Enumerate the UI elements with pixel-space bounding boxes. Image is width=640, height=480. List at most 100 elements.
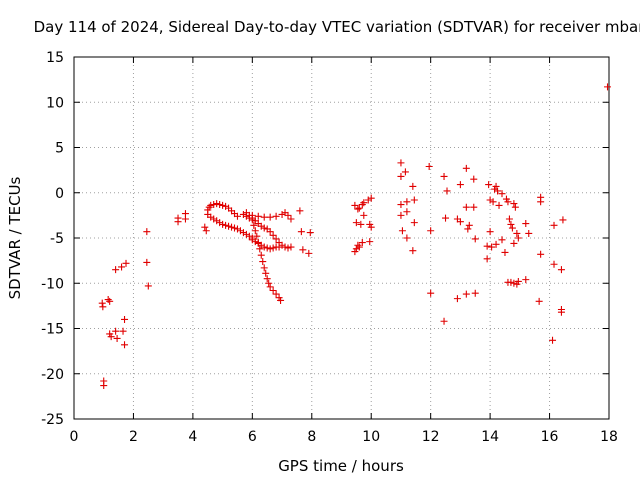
data-point — [260, 213, 268, 221]
data-point — [355, 204, 363, 212]
data-point — [557, 308, 565, 316]
x-axis-label: GPS time / hours — [278, 457, 404, 475]
data-point — [287, 243, 295, 251]
data-point — [498, 236, 506, 244]
data-point — [525, 229, 533, 237]
data-point — [357, 220, 365, 228]
data-point — [492, 240, 500, 248]
data-point — [427, 289, 435, 297]
data-point — [269, 231, 277, 239]
data-point — [118, 263, 126, 271]
data-point — [409, 182, 417, 190]
data-point — [440, 172, 448, 180]
data-point — [250, 221, 258, 229]
data-point — [297, 228, 305, 236]
data-point — [495, 201, 503, 209]
data-point — [260, 243, 268, 251]
data-point — [121, 315, 129, 323]
data-point — [410, 196, 418, 204]
data-point — [351, 201, 359, 209]
data-point — [296, 207, 304, 215]
data-point — [219, 220, 227, 228]
data-point — [397, 211, 405, 219]
x-tick-label: 6 — [248, 429, 257, 445]
data-point — [121, 341, 129, 349]
data-point — [256, 245, 264, 253]
y-tick-label: 5 — [55, 141, 64, 157]
data-point — [488, 243, 496, 251]
data-point — [104, 296, 112, 304]
y-tick-label: 0 — [55, 186, 64, 202]
data-point — [248, 211, 256, 219]
data-point — [259, 258, 267, 266]
data-point — [253, 232, 261, 240]
data-point — [397, 172, 405, 180]
data-point — [257, 251, 265, 259]
data-point — [462, 290, 470, 298]
data-point — [266, 283, 274, 291]
data-point — [112, 327, 120, 335]
data-point — [510, 239, 518, 247]
data-point — [360, 211, 368, 219]
data-point — [269, 244, 277, 252]
data-point — [222, 221, 230, 229]
data-point — [470, 175, 478, 183]
data-point — [207, 201, 215, 209]
y-tick-label: -20 — [41, 367, 64, 383]
data-point — [366, 238, 374, 246]
data-point — [112, 266, 120, 274]
data-point — [98, 299, 106, 307]
data-point — [456, 218, 464, 226]
data-point — [263, 275, 271, 283]
x-tick-label: 14 — [481, 429, 499, 445]
data-point — [181, 215, 189, 223]
data-point — [254, 212, 262, 220]
y-axis-label: SDTVAR / TECUs — [6, 176, 24, 299]
grid — [74, 57, 609, 419]
data-point — [228, 223, 236, 231]
data-point — [510, 279, 518, 287]
data-point — [225, 222, 233, 230]
data-point — [144, 282, 152, 290]
data-point — [514, 277, 522, 285]
data-point — [305, 249, 313, 257]
data-point — [269, 286, 277, 294]
x-tick-label: 2 — [129, 429, 138, 445]
data-point — [354, 205, 362, 213]
data-point — [355, 243, 363, 251]
data-point — [284, 244, 292, 252]
data-point — [557, 266, 565, 274]
data-point — [427, 227, 435, 235]
data-point — [260, 264, 268, 272]
data-point — [299, 246, 307, 254]
data-point — [462, 203, 470, 211]
data-point — [522, 276, 530, 284]
x-tick-label: 12 — [422, 429, 440, 445]
data-point — [367, 194, 375, 202]
data-point — [494, 187, 502, 195]
data-point — [216, 201, 224, 209]
y-tick-label: -5 — [50, 231, 64, 247]
data-point — [559, 216, 567, 224]
data-point — [122, 259, 130, 267]
data-point — [263, 244, 271, 252]
data-point — [410, 219, 418, 227]
data-point — [360, 199, 368, 207]
data-point — [143, 228, 151, 236]
data-point — [604, 83, 612, 91]
data-point — [107, 333, 115, 341]
data-point — [272, 212, 280, 220]
data-point — [403, 234, 411, 242]
data-point — [514, 234, 522, 242]
data-point — [510, 200, 518, 208]
data-point — [403, 198, 411, 206]
data-point — [440, 317, 448, 325]
y-tick-label: -25 — [41, 412, 64, 428]
y-tick-label: -15 — [41, 322, 64, 338]
data-point — [233, 212, 241, 220]
data-point — [401, 168, 409, 176]
data-point — [260, 224, 268, 232]
data-point — [397, 159, 405, 167]
data-point — [358, 239, 366, 247]
